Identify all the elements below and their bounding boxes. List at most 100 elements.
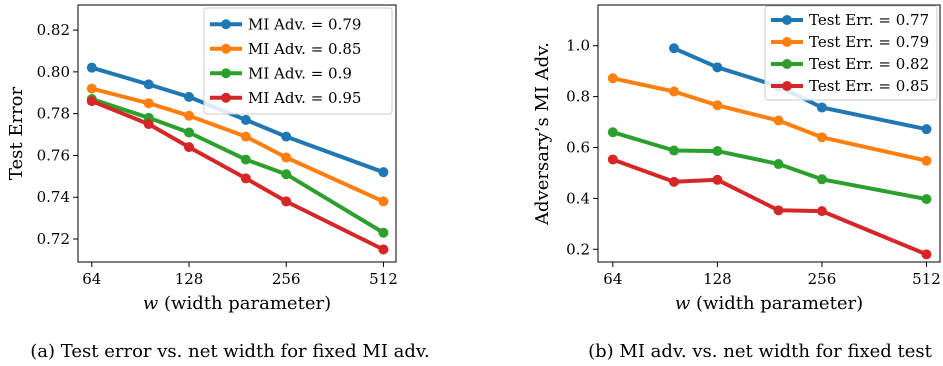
legend-marker (221, 19, 231, 30)
data-point (281, 196, 292, 207)
data-point (240, 173, 251, 184)
data-point (921, 194, 932, 205)
data-point (143, 119, 154, 130)
legend-marker (782, 37, 792, 47)
y-tick-label: 0.78 (37, 105, 70, 123)
data-point (921, 155, 932, 166)
data-point (240, 131, 251, 142)
x-tick-label: 512 (912, 270, 941, 288)
caption-a: (a) Test error vs. net width for fixed M… (30, 341, 429, 362)
caption-b: (b) MI adv. vs. net width for fixed test (588, 341, 933, 362)
y-axis-label: Adversary’s MI Adv. (532, 42, 553, 226)
x-tick-label: 256 (272, 270, 301, 288)
data-point (281, 152, 292, 163)
x-tick-label: 512 (369, 270, 398, 288)
data-point (773, 205, 784, 216)
legend-entry: Test Err. = 0.82 (809, 55, 929, 73)
x-axis-label-text: (width parameter) (158, 293, 331, 314)
data-point (607, 73, 618, 84)
data-point (712, 146, 723, 157)
series-line (610, 157, 929, 257)
x-tick-label: 256 (808, 270, 837, 288)
x-tick-label: 128 (175, 270, 204, 288)
y-tick-label: 0.82 (37, 21, 70, 39)
y-tick-label: 0.74 (37, 188, 70, 206)
data-point (816, 206, 827, 217)
data-point (281, 131, 292, 142)
data-point (773, 115, 784, 126)
legend-marker (782, 15, 792, 25)
data-point (143, 79, 154, 90)
y-axis-label: Test Error (6, 86, 27, 180)
data-point (378, 167, 389, 178)
x-axis-label: w (width parameter) (143, 293, 331, 314)
data-point (184, 91, 195, 102)
x-tick-label: 64 (603, 270, 622, 288)
data-point (184, 127, 195, 138)
data-point (240, 114, 251, 125)
data-point (712, 174, 723, 185)
y-tick-label: 0.8 (566, 88, 590, 106)
data-point (607, 127, 618, 138)
data-point (607, 154, 618, 165)
data-point (921, 124, 932, 135)
plot-frame (597, 4, 941, 263)
data-point (378, 227, 389, 238)
chart-mi-advantage: 64 128 256 512 0.2 0.4 0.6 0.8 1.0 w (width param… (532, 4, 941, 314)
x-tick-label: 128 (703, 270, 732, 288)
y-tick-label: 0.76 (37, 146, 70, 164)
legend-marker (221, 43, 231, 54)
legend-box (764, 5, 938, 101)
legend-entry: MI Adv. = 0.79 (248, 15, 361, 33)
data-point (378, 196, 389, 207)
data-point (921, 249, 932, 260)
series-line (89, 99, 386, 252)
y-tick-label: 0.80 (37, 63, 70, 81)
data-point (86, 96, 97, 107)
legend-marker (782, 81, 792, 91)
legend-marker (221, 92, 231, 103)
y-tick-label: 1.0 (566, 37, 590, 55)
y-tick-label: 0.2 (566, 240, 590, 258)
legend-marker (782, 59, 792, 69)
data-point (184, 110, 195, 121)
series-line (89, 86, 386, 204)
data-point (712, 62, 723, 73)
y-tick-label: 0.4 (566, 189, 590, 207)
data-point (240, 154, 251, 165)
x-tick-label: 64 (82, 270, 101, 288)
plot-frame (77, 4, 397, 263)
legend-box (203, 7, 393, 115)
data-point (281, 169, 292, 180)
data-point (816, 102, 827, 113)
x-axis-label-text: (width parameter) (690, 293, 863, 314)
legend-entry: MI Adv. = 0.9 (248, 64, 352, 82)
data-point (816, 132, 827, 143)
data-point (184, 142, 195, 153)
series-line (89, 97, 386, 235)
chart-test-error: 64 128 256 512 0.72 0.74 0.76 0.78 0.80 0.82 w (wi… (6, 4, 398, 314)
data-point (669, 176, 680, 187)
y-tick-label: 0.72 (37, 230, 70, 248)
data-point (712, 100, 723, 111)
data-point (669, 86, 680, 97)
y-tick-label: 0.6 (566, 138, 590, 156)
data-point (86, 62, 97, 73)
data-point (378, 244, 389, 255)
data-point (86, 83, 97, 94)
data-point (669, 145, 680, 156)
data-point (773, 159, 784, 170)
data-point (816, 174, 827, 185)
data-point (143, 98, 154, 109)
x-axis-label: w (width parameter) (675, 293, 863, 314)
legend-entry: Test Err. = 0.79 (809, 33, 929, 51)
data-point (669, 43, 680, 54)
legend-entry: Test Err. = 0.85 (809, 77, 929, 95)
series-line (610, 76, 929, 163)
x-axis-label-var: w (675, 293, 691, 314)
legend-entry: Test Err. = 0.77 (809, 11, 929, 29)
legend-entry: MI Adv. = 0.85 (248, 40, 361, 58)
series-line (610, 130, 929, 202)
x-axis-label-var: w (143, 293, 159, 314)
